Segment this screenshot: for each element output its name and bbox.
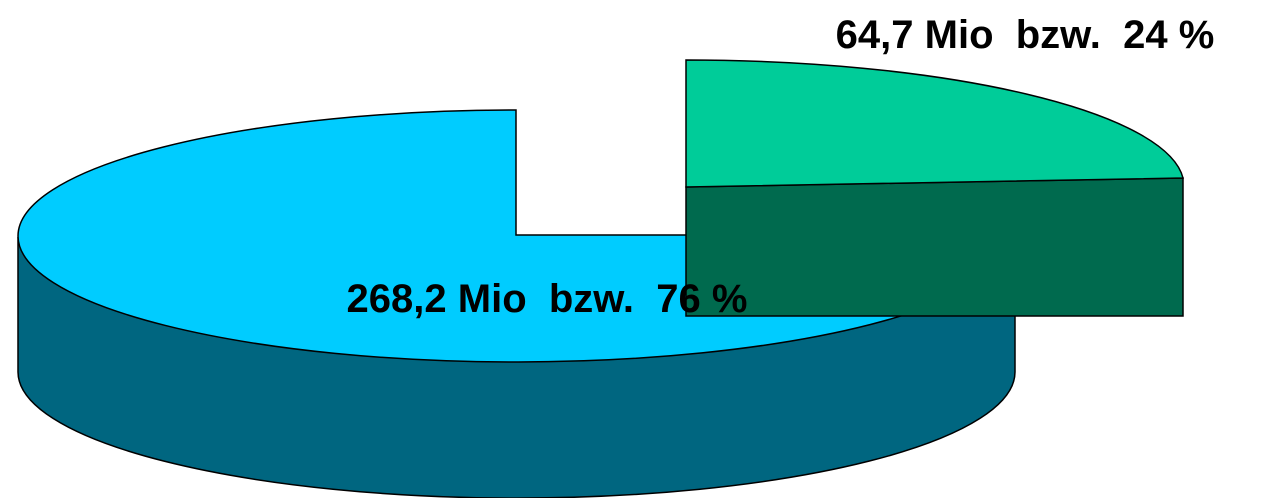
data-label-large: 268,2 Mio bzw. 76 %	[347, 277, 748, 321]
data-label-small: 64,7 Mio bzw. 24 %	[836, 13, 1215, 57]
pie-slice-small	[685, 59, 1184, 188]
pie-slice-side-small	[685, 177, 1184, 317]
